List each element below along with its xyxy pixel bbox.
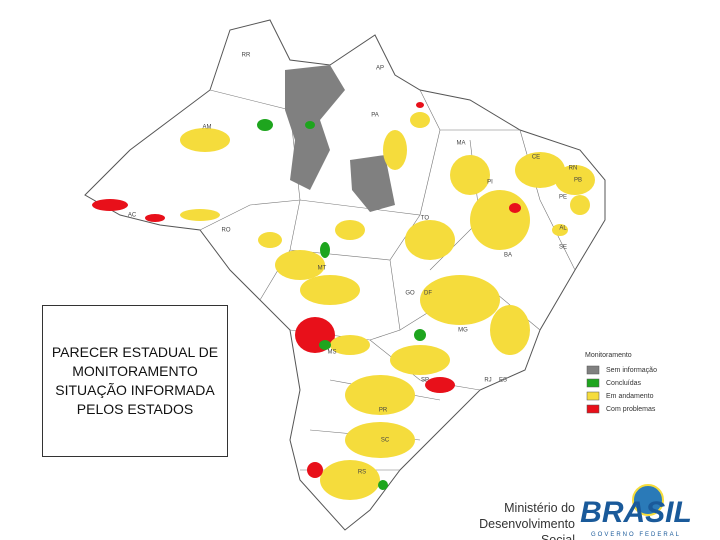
legend-label: Sem informação [606, 367, 657, 374]
status-area [414, 329, 426, 341]
state-label: AL [559, 226, 567, 232]
status-area [145, 214, 165, 222]
status-area [320, 460, 380, 500]
state-label: GO [405, 291, 415, 297]
footer: Ministério do Desenvolvimento Social [440, 500, 575, 540]
status-area [345, 375, 415, 415]
state-label: PR [379, 408, 388, 414]
legend-label: Concluídas [606, 380, 642, 387]
state-label: MA [457, 141, 466, 147]
state-label: DF [424, 291, 432, 297]
status-area [275, 250, 325, 280]
state-label: SE [559, 245, 567, 251]
status-area [450, 155, 490, 195]
state-label: RS [358, 470, 366, 476]
legend-label: Com problemas [606, 406, 656, 413]
status-area [258, 232, 282, 248]
state-label: AM [203, 125, 212, 131]
status-area [330, 335, 370, 355]
status-area [390, 345, 450, 375]
state-label: RO [222, 228, 231, 234]
status-area [383, 130, 407, 170]
status-area [257, 119, 273, 131]
logo-text: BRASIL [580, 496, 692, 529]
status-area [180, 128, 230, 152]
status-area [319, 340, 331, 350]
status-area [180, 209, 220, 221]
status-area [307, 462, 323, 478]
status-area [92, 199, 128, 211]
logo: BRASIL GOVERNO FEDERAL [580, 484, 692, 538]
no-info-area [285, 65, 395, 212]
state-label: CE [532, 155, 540, 161]
legend-swatch [586, 404, 600, 414]
legend-swatch [586, 365, 600, 375]
status-area [378, 480, 388, 490]
state-label: PB [574, 178, 582, 184]
state-label: AP [376, 66, 384, 72]
status-area [405, 220, 455, 260]
state-label: SC [381, 438, 390, 444]
status-area [345, 422, 415, 458]
state-label: RN [569, 166, 578, 172]
state-label: RR [242, 53, 251, 59]
status-area [490, 305, 530, 355]
status-area [509, 203, 521, 213]
status-area [300, 275, 360, 305]
state-labels: RR AP AM PA MA CE RN PB PE AL SE PI AC RO TO BA MT GO DF MG… [128, 53, 582, 476]
state-label: ES [499, 378, 507, 384]
state-label: RJ [484, 378, 491, 384]
status-area [320, 242, 330, 258]
status-areas [92, 102, 595, 500]
footer-line: Desenvolvimento [479, 517, 575, 531]
status-area [552, 224, 568, 236]
status-area [555, 165, 595, 195]
status-area [570, 195, 590, 215]
status-area [410, 112, 430, 128]
state-label: MS [328, 350, 337, 356]
info-box: PARECER ESTADUAL DE MONITORAMENTO SITUAÇ… [42, 305, 228, 457]
footer-line: Social [540, 533, 575, 540]
footer-line: Ministério do [504, 501, 575, 515]
state-label: PA [371, 113, 379, 119]
state-label: PE [559, 195, 567, 201]
state-label: AC [128, 213, 137, 219]
status-area [420, 275, 500, 325]
legend-label: Em andamento [606, 393, 654, 400]
status-area [470, 190, 530, 250]
status-area [416, 102, 424, 108]
logo-globe [632, 484, 664, 516]
status-area [425, 377, 455, 393]
state-label: PI [487, 180, 493, 186]
legend: Monitoramento Sem informação Concluídas Em … [585, 352, 657, 414]
legend-title: Monitoramento [585, 352, 632, 359]
status-area [305, 121, 315, 129]
state-label: MT [318, 266, 327, 272]
state-label: SP [421, 378, 429, 384]
legend-swatch [586, 391, 600, 401]
state-label: TO [421, 216, 430, 222]
legend-swatch [586, 378, 600, 388]
state-label: BA [504, 253, 512, 259]
status-area [515, 152, 565, 188]
logo-subtitle: GOVERNO FEDERAL [591, 532, 681, 538]
status-area [335, 220, 365, 240]
state-label: MG [458, 328, 468, 334]
